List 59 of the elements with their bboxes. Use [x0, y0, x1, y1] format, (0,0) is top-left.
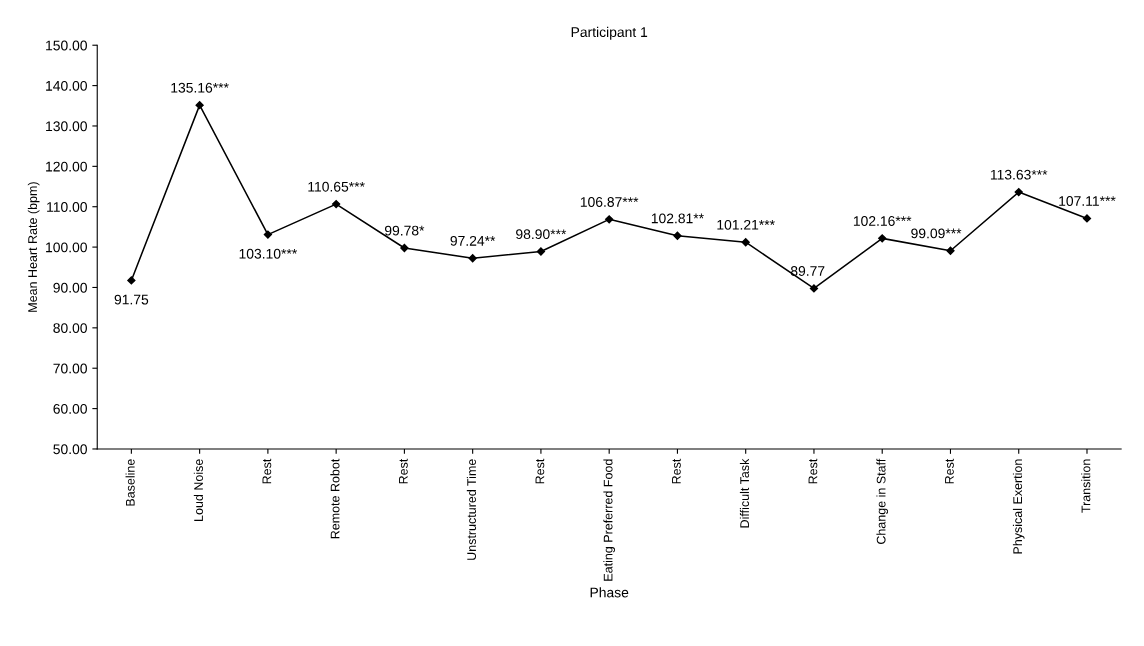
y-tick-label: 100.00 — [46, 242, 87, 253]
y-tick-label: 140.00 — [46, 80, 87, 91]
point — [673, 231, 682, 240]
data-label: 103.10*** — [239, 248, 298, 259]
data-label: 89.77 — [790, 266, 825, 276]
x-tick-label: Eating Preferred Food — [603, 459, 616, 581]
point — [127, 276, 136, 285]
y-tick-label: 80.00 — [53, 323, 87, 334]
data-label: 135.16*** — [171, 82, 229, 93]
x-tick-label: Rest — [672, 458, 681, 484]
data-label: 91.75 — [114, 294, 149, 305]
x-tick-label: Rest — [945, 458, 954, 484]
point — [536, 247, 546, 256]
x-tick-label: Physical Exertion — [1012, 459, 1025, 554]
data-label: 113.63*** — [990, 169, 1048, 180]
x-axis-title: Phase — [590, 587, 629, 598]
data-label: 110.65*** — [308, 181, 365, 192]
point — [195, 101, 204, 110]
chart-title: Participant 1 — [571, 26, 648, 40]
x-tick-label: Rest — [808, 458, 818, 484]
point — [946, 246, 955, 255]
x-tick-label: Change in Staff — [876, 458, 889, 544]
y-tick-label: 50.00 — [53, 444, 87, 455]
point — [332, 199, 341, 209]
data-label: 98.90*** — [516, 229, 567, 240]
x-tick-label: Rest — [262, 458, 272, 484]
y-axis-title: Mean Heart Rate (bpm) — [27, 182, 40, 312]
data-label: 97.24** — [450, 235, 496, 246]
y-tick-label: 90.00 — [53, 282, 87, 293]
point — [741, 238, 750, 247]
y-tick-label: 120.00 — [46, 161, 87, 172]
y-tick-label: 110.00 — [47, 202, 87, 212]
y-tick-label: 60.00 — [53, 403, 87, 414]
x-tick-label: Baseline — [125, 459, 135, 506]
point — [1014, 187, 1023, 197]
x-tick-label: Unstructured Time — [466, 459, 477, 560]
x-tick-label: Rest — [399, 458, 408, 484]
point — [1082, 214, 1092, 223]
x-tick-label: Loud Noise — [193, 459, 203, 521]
point — [468, 254, 477, 263]
point — [400, 243, 409, 253]
point — [878, 234, 887, 243]
y-tick-label: 130.00 — [46, 121, 87, 132]
data-label: 99.78* — [384, 225, 425, 236]
data-label: 106.87*** — [580, 197, 639, 207]
x-tick-label: Remote Robot — [330, 458, 340, 539]
x-tick-label: Transition — [1081, 459, 1091, 513]
point — [809, 284, 819, 293]
data-label: 99.09*** — [911, 228, 962, 239]
y-tick-label: 70.00 — [53, 363, 87, 374]
point — [605, 215, 614, 224]
x-tick-label: Difficult Task — [739, 458, 750, 528]
data-label: 107.11*** — [1059, 196, 1116, 206]
data-label: 102.81** — [651, 213, 704, 224]
x-tick-label: Rest — [535, 458, 545, 484]
data-label: 101.21*** — [717, 219, 775, 230]
data-label: 102.16*** — [853, 216, 912, 226]
y-tick-label: 150.00 — [46, 40, 87, 51]
point — [263, 230, 273, 239]
